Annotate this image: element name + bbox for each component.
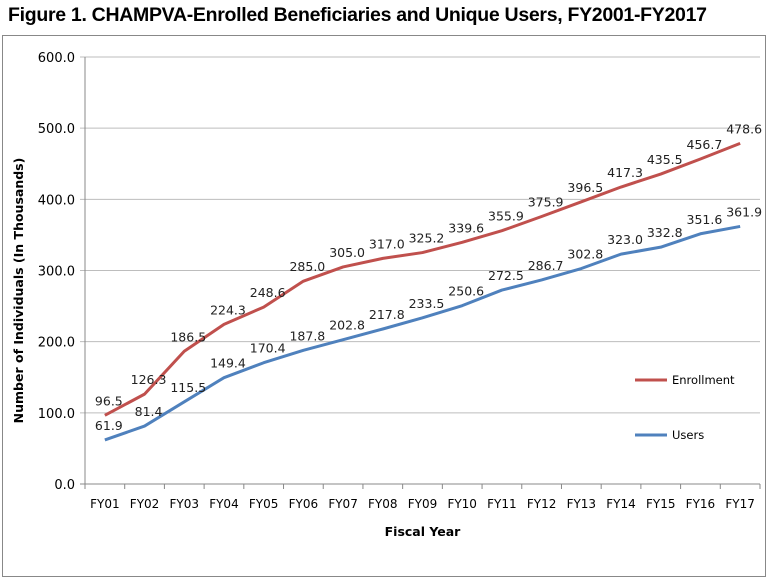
x-tick-label: FY11 [487,497,517,511]
data-label: 435.5 [647,152,683,167]
data-label: 355.9 [488,209,524,224]
y-tick-label: 400.0 [38,193,75,208]
y-tick-label: 300.0 [38,265,75,280]
legend-label-enrollment: Enrollment [672,373,735,387]
chart-frame [2,35,766,577]
data-label: 323.0 [607,232,643,247]
data-label: 375.9 [528,194,564,209]
x-tick-label: FY03 [170,497,200,511]
data-label: 417.3 [607,165,643,180]
data-label: 361.9 [726,204,762,219]
x-tick-label: FY01 [90,497,120,511]
x-axis-title: Fiscal Year [385,524,462,539]
x-tick-label: FY06 [289,497,319,511]
data-label: 170.4 [250,341,286,356]
y-tick-label: 500.0 [38,122,75,137]
x-tick-label: FY09 [408,497,438,511]
data-label: 396.5 [567,180,603,195]
data-label: 325.2 [409,231,445,246]
data-label: 248.6 [250,285,286,300]
data-label: 224.3 [210,302,246,317]
x-tick-label: FY12 [527,497,557,511]
legend-label-users: Users [672,428,704,442]
data-label: 285.0 [289,259,325,274]
data-label: 217.8 [369,307,405,322]
x-tick-label: FY16 [686,497,716,511]
y-axis-title: Number of Individuals (In Thousands) [11,158,26,424]
x-tick-label: FY02 [130,497,160,511]
data-label: 305.0 [329,245,365,260]
x-tick-label: FY04 [209,497,239,511]
y-tick-label: 600.0 [38,51,75,66]
y-tick-label: 100.0 [38,407,75,422]
data-label: 332.8 [647,225,683,240]
data-label: 187.8 [289,328,325,343]
x-tick-label: FY07 [328,497,358,511]
x-tick-label: FY13 [567,497,597,511]
x-tick-label: FY14 [606,497,636,511]
x-tick-label: FY10 [447,497,477,511]
data-label: 250.6 [448,284,484,299]
data-label: 478.6 [726,121,762,136]
data-label: 317.0 [369,236,405,251]
y-tick-label: 0.0 [54,478,75,493]
data-label: 233.5 [409,296,445,311]
x-tick-label: FY05 [249,497,279,511]
data-label: 456.7 [687,137,723,152]
series-line-enrollment [104,142,741,417]
x-tick-label: FY08 [368,497,398,511]
data-label: 186.5 [170,329,206,344]
data-label: 126.3 [131,372,167,387]
data-label: 351.6 [687,212,723,227]
data-label: 149.4 [210,356,246,371]
data-label: 272.5 [488,268,524,283]
data-label: 286.7 [528,258,564,273]
chart-title: Figure 1. CHAMPVA-Enrolled Beneficiaries… [8,4,707,26]
data-label: 339.6 [448,220,484,235]
data-label: 202.8 [329,318,365,333]
data-label: 81.4 [135,404,163,419]
data-label: 61.9 [95,418,123,433]
data-label: 115.5 [170,380,206,395]
data-label: 302.8 [567,247,603,262]
x-tick-label: FY15 [646,497,676,511]
y-tick-label: 200.0 [38,336,75,351]
data-label: 96.5 [95,393,123,408]
x-tick-label: FY17 [725,497,755,511]
